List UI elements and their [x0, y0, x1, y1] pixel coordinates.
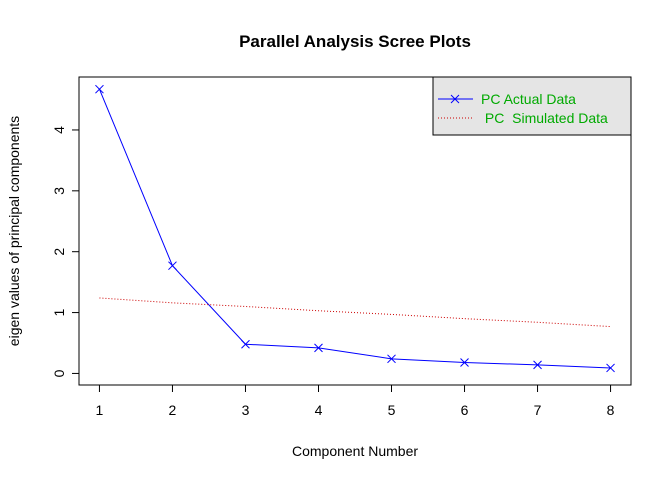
- x-tick-label: 7: [534, 402, 542, 418]
- y-axis-label: eigen values of principal components: [6, 116, 22, 346]
- legend-label-simulated: PC Simulated Data: [481, 110, 608, 126]
- y-tick-label: 1: [51, 308, 67, 316]
- data-point-marker: [95, 84, 104, 94]
- legend-label-actual: PC Actual Data: [481, 91, 576, 107]
- y-tick-label: 2: [51, 248, 67, 256]
- x-tick-label: 5: [388, 402, 396, 418]
- series-line-actual: [98, 88, 611, 369]
- chart-title: Parallel Analysis Scree Plots: [239, 32, 471, 51]
- data-point-marker: [460, 358, 469, 367]
- legend-box: [432, 76, 632, 136]
- data-point-marker: [314, 343, 323, 353]
- data-point-marker: [387, 354, 396, 364]
- data-point-marker: [168, 261, 177, 271]
- legend-marker-actual: [450, 94, 460, 104]
- y-tick-label: 0: [51, 369, 67, 377]
- data-point-marker: [533, 360, 542, 370]
- y-axis: 0 1 2 3 4: [51, 126, 80, 377]
- y-tick-label: 4: [51, 126, 67, 134]
- x-axis-label: Component Number: [292, 443, 418, 459]
- x-tick-label: 1: [96, 402, 104, 418]
- series-group: [95, 84, 615, 373]
- legend: PC Actual Data PC Simulated Data: [432, 76, 632, 136]
- x-tick-label: 6: [461, 402, 469, 418]
- data-point-marker: [606, 363, 615, 373]
- x-axis: 1 2 3 4 5 6 7 8: [96, 384, 615, 418]
- y-tick-label: 3: [51, 187, 67, 195]
- x-tick-label: 4: [315, 402, 323, 418]
- x-tick-label: 3: [242, 402, 250, 418]
- series-line-simulated: [99, 297, 611, 328]
- data-point-marker: [241, 339, 250, 349]
- x-tick-label: 2: [169, 402, 177, 418]
- x-tick-label: 8: [607, 402, 615, 418]
